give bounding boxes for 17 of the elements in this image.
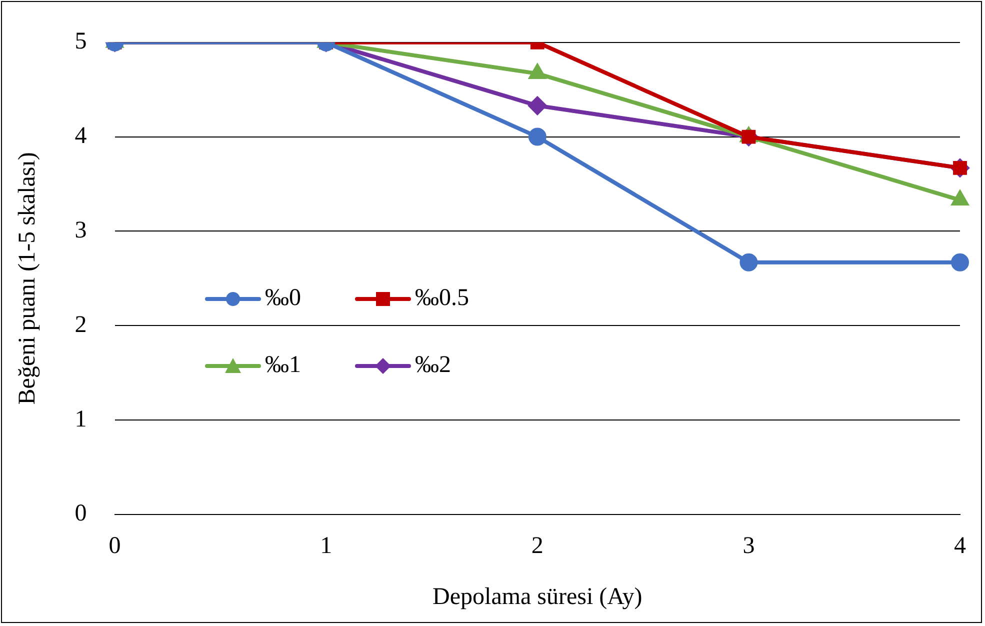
x-tick-label: 0 [108,533,121,560]
legend-label: ‰0.5 [415,285,469,312]
y-tick-label: 1 [74,406,87,432]
x-tick-label: 4 [954,533,966,560]
y-tick-label: 3 [74,217,87,244]
x-tick-label: 3 [742,533,755,560]
y-tick-label: 0 [74,500,87,527]
legend-label: ‰0 [265,285,301,312]
y-tick-label: 5 [74,28,87,55]
legend-label: ‰2 [415,352,451,379]
x-tick-label: 1 [320,533,332,560]
y-tick-label: 4 [74,123,87,150]
x-axis-title: Depolama süresi (Ay) [432,584,642,610]
x-tick-label: 2 [531,533,544,560]
legend-label: ‰1 [265,352,301,379]
y-tick-label: 2 [74,312,87,338]
y-axis-title: Beğeni puanı (1-5 skalası) [14,152,41,405]
